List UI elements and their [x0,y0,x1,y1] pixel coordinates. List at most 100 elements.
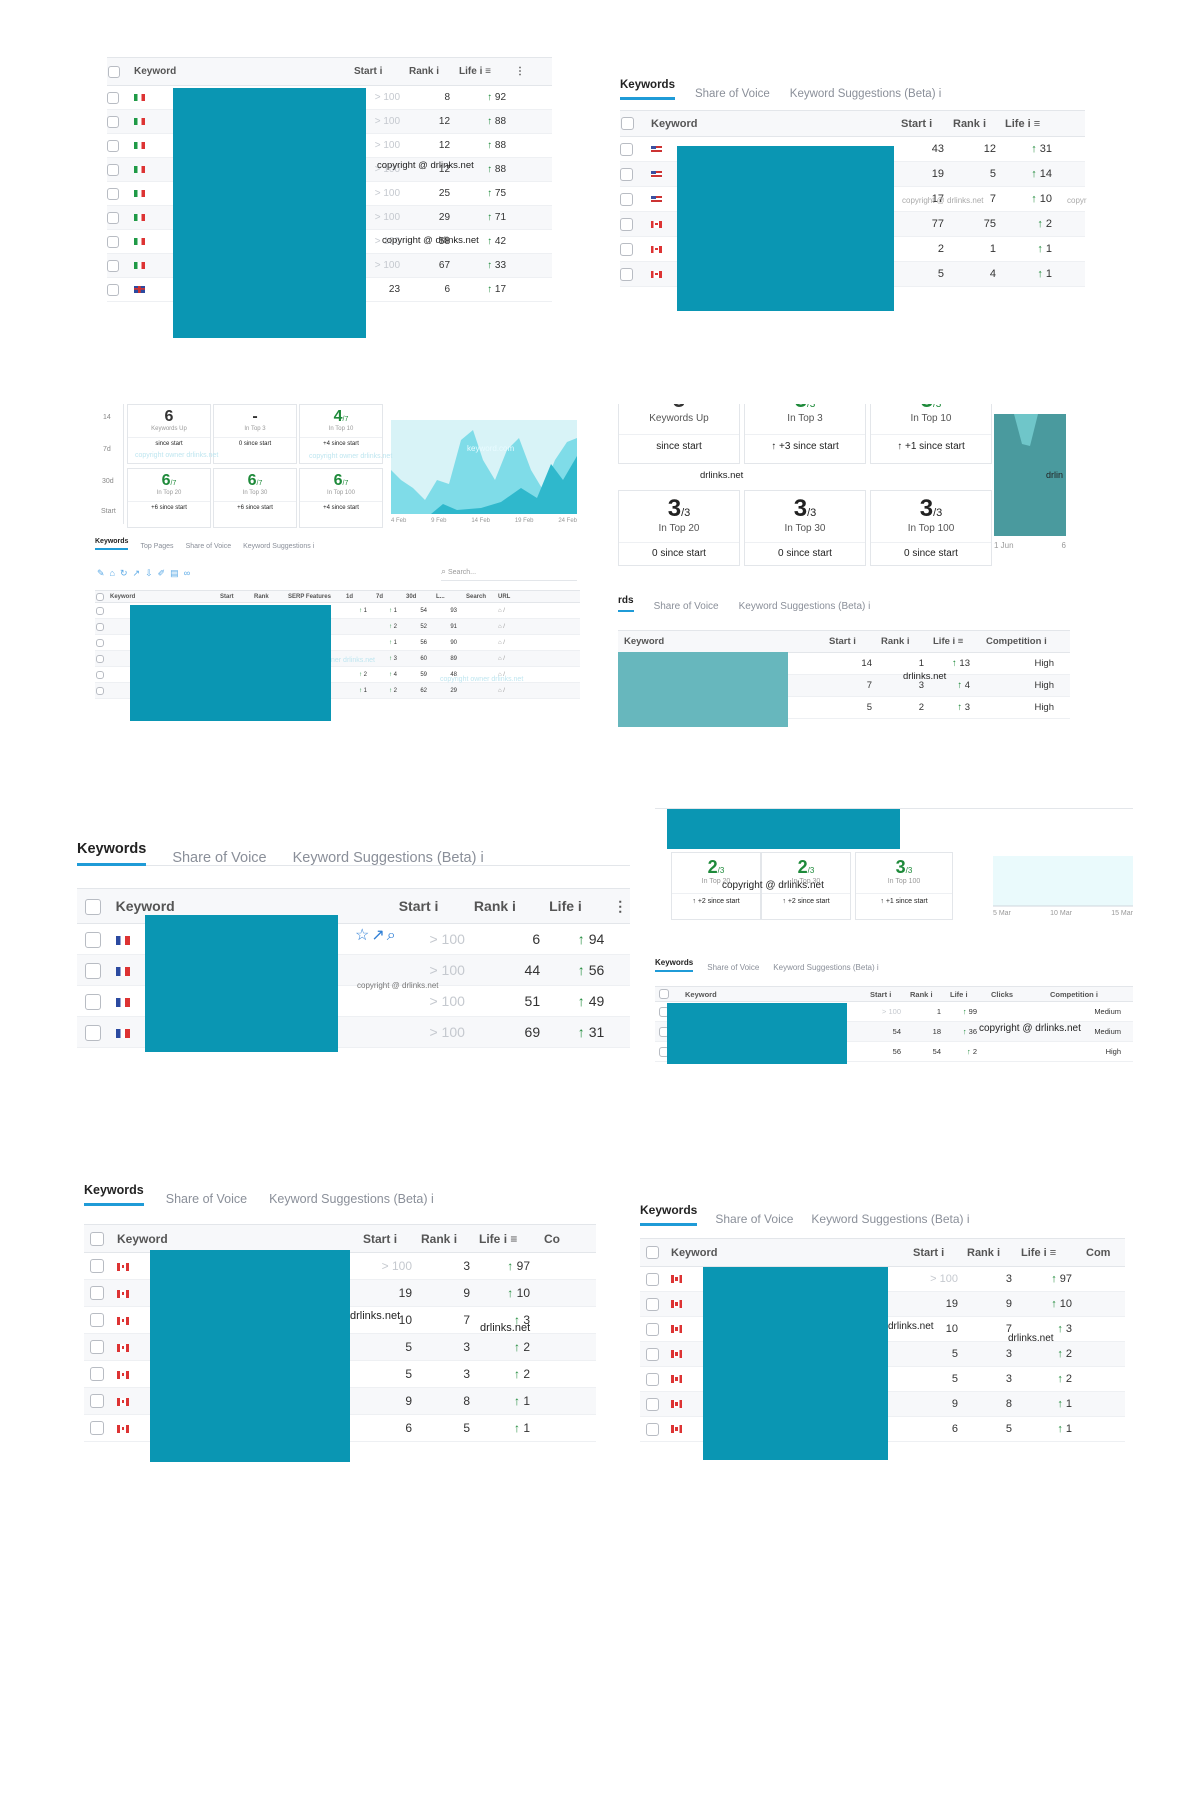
search-input[interactable]: Search... [448,569,477,576]
row-checkbox[interactable] [107,205,133,230]
row-checkbox[interactable] [84,1414,116,1442]
tab-keywords[interactable]: rds [618,595,634,612]
row-checkbox[interactable] [107,253,133,278]
keyword-column-header[interactable]: Keyword [109,590,219,603]
row-checkbox[interactable] [640,1291,670,1317]
pencil-icon[interactable]: ✐ [157,568,171,578]
competition-column-header[interactable]: Com [1080,1238,1125,1267]
url-cell[interactable]: ⌂ / [497,650,580,667]
tab-share-of-voice[interactable]: Share of Voice [653,601,719,612]
row-checkbox[interactable] [640,1391,670,1417]
start-column-header[interactable]: Start i [869,986,909,1002]
tab-share-of-voice[interactable]: Share of Voice [707,963,760,972]
serp-column-header[interactable]: SERP Features [287,590,345,603]
row-checkbox[interactable] [95,682,109,699]
tab-share-of-voice[interactable]: Share of Voice [172,850,267,866]
tab-keyword-suggestions[interactable]: Keyword Suggestions (Beta) i [789,88,942,100]
tab-keyword-suggestions[interactable]: Keyword Suggestions (Beta) i [738,601,871,612]
row-checkbox[interactable] [107,133,133,158]
search-icon[interactable]: ⌕ [386,927,398,944]
start-column-header[interactable]: Start i [353,57,409,86]
competition-column-header[interactable]: Competition i [978,630,1070,653]
period-7d[interactable]: 7d [103,446,111,453]
url-column-header[interactable]: URL [497,590,580,603]
row-checkbox[interactable] [620,161,650,187]
row-checkbox[interactable] [84,1252,116,1280]
tab-keyword-suggestions[interactable]: Keyword Suggestions i [243,543,315,550]
row-checkbox[interactable] [84,1279,116,1307]
rank-column-header[interactable]: Rank i [952,110,1004,137]
select-all-checkbox[interactable] [655,986,675,1002]
row-checkbox[interactable] [95,634,109,651]
tag-icon[interactable]: ⌂ [109,568,120,578]
period-14[interactable]: 14 [103,414,111,421]
url-cell[interactable]: ⌂ / [497,602,580,619]
more-column-header[interactable]: ⋮ [612,888,630,924]
tab-share-of-voice[interactable]: Share of Voice [185,543,232,550]
star-icon[interactable]: ☆ [355,927,372,944]
tab-keywords[interactable]: Keywords [620,79,675,100]
url-cell[interactable]: ⌂ / [497,634,580,651]
row-checkbox[interactable] [620,261,650,287]
start-column-header[interactable]: Start i [362,1224,420,1253]
row-checkbox[interactable] [84,1387,116,1415]
clicks-column-header[interactable]: Clicks [985,986,1049,1002]
life-column-header[interactable]: L... [435,590,465,603]
keyword-column-header[interactable]: Keyword [618,630,828,653]
select-all-checkbox[interactable] [620,110,650,137]
url-cell[interactable]: ⌂ / [497,618,580,635]
trash-icon[interactable]: ▤ [170,568,184,578]
life-column-header[interactable]: Life i ≡ [932,630,978,653]
7d-column-header[interactable]: 7d [375,590,405,603]
row-checkbox[interactable] [95,602,109,619]
edit-icon[interactable]: ✎ [97,568,110,578]
refresh-icon[interactable]: ↻ [119,568,133,578]
keyword-column-header[interactable]: Keyword [650,110,900,137]
search-column-header[interactable]: Search [465,590,497,603]
url-cell[interactable]: ⌂ / [497,682,580,699]
row-checkbox[interactable] [95,618,109,635]
row-checkbox[interactable] [620,211,650,237]
more-column-header[interactable]: ⋮ [514,57,552,86]
rank-column-header[interactable]: Rank [253,590,287,603]
trend-icon[interactable]: ↗ [371,927,387,944]
row-checkbox[interactable] [107,109,133,134]
start-column-header[interactable]: Start i [900,110,952,137]
tab-top-pages[interactable]: Top Pages [140,543,174,550]
url-cell[interactable]: ⌂ / [497,666,580,683]
rank-column-header[interactable]: Rank i [880,630,932,653]
row-checkbox[interactable] [620,136,650,162]
life-column-header[interactable]: Life i [949,986,985,1002]
life-column-header[interactable]: Life i [548,888,613,924]
row-checkbox[interactable] [107,229,133,254]
row-checkbox[interactable] [95,650,109,667]
select-all-checkbox[interactable] [77,888,115,924]
select-all-checkbox[interactable] [95,590,109,603]
competition-column-header[interactable]: Competition i [1049,986,1133,1002]
row-checkbox[interactable] [107,277,133,302]
row-checkbox[interactable] [620,236,650,262]
row-checkbox[interactable] [84,1306,116,1334]
select-all-checkbox[interactable] [84,1224,116,1253]
row-checkbox[interactable] [640,1366,670,1392]
tab-keywords[interactable]: Keywords [84,1183,144,1206]
keyword-column-header[interactable]: Keyword [133,57,354,86]
chart-icon[interactable]: ↗ [132,568,146,578]
tab-keywords[interactable]: Keywords [77,841,147,866]
tab-keywords[interactable]: Keywords [655,958,694,972]
life-column-header[interactable]: Life i ≡ [1020,1238,1080,1267]
row-checkbox[interactable] [107,85,133,110]
30d-column-header[interactable]: 30d [405,590,435,603]
period-start[interactable]: Start [101,508,116,515]
row-checkbox[interactable] [77,923,115,955]
start-column-header[interactable]: Start i [912,1238,966,1267]
row-checkbox[interactable] [640,1266,670,1292]
row-checkbox[interactable] [77,1016,115,1048]
competition-column-header[interactable]: Co [538,1224,596,1253]
row-checkbox[interactable] [84,1360,116,1388]
tab-keyword-suggestions[interactable]: Keyword Suggestions (Beta) i [811,1212,970,1226]
keyword-column-header[interactable]: Keyword [675,986,869,1002]
row-checkbox[interactable] [107,157,133,182]
tab-share-of-voice[interactable]: Share of Voice [165,1192,248,1206]
keyword-column-header[interactable]: Keyword [116,1224,362,1253]
